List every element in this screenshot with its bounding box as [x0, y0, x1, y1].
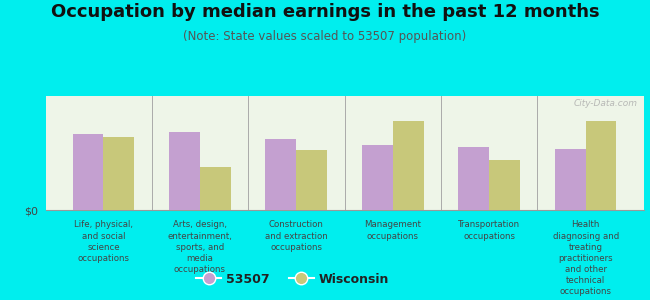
Text: Occupation by median earnings in the past 12 months: Occupation by median earnings in the pas… [51, 3, 599, 21]
Bar [265, 140, 296, 210]
Bar [393, 121, 424, 210]
Text: City-Data.com: City-Data.com [573, 99, 638, 108]
Bar [362, 145, 393, 210]
Bar [169, 132, 200, 210]
Bar [103, 137, 135, 210]
Legend: 53507, Wisconsin: 53507, Wisconsin [191, 268, 394, 291]
Bar [296, 150, 327, 210]
Bar [489, 160, 520, 210]
Bar [200, 167, 231, 210]
Bar [554, 149, 586, 210]
Text: (Note: State values scaled to 53507 population): (Note: State values scaled to 53507 popu… [183, 30, 467, 43]
Bar [458, 147, 489, 210]
Bar [586, 121, 616, 210]
Bar [73, 134, 103, 210]
